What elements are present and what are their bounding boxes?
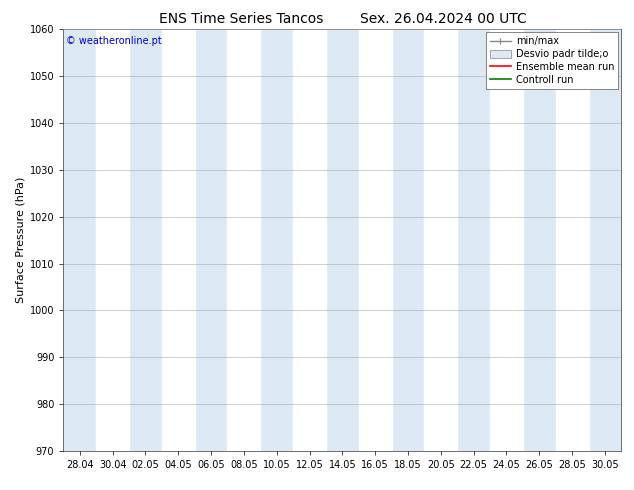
Text: ENS Time Series Tancos: ENS Time Series Tancos (158, 12, 323, 26)
Y-axis label: Surface Pressure (hPa): Surface Pressure (hPa) (16, 177, 25, 303)
Bar (228, 29, 261, 451)
Bar (359, 29, 392, 451)
Bar (555, 29, 588, 451)
Text: Sex. 26.04.2024 00 UTC: Sex. 26.04.2024 00 UTC (360, 12, 527, 26)
Bar (293, 29, 326, 451)
Bar (424, 29, 457, 451)
Text: © weatheronline.pt: © weatheronline.pt (66, 36, 162, 46)
Bar (162, 29, 195, 451)
Bar (490, 29, 523, 451)
Legend: min/max, Desvio padr tilde;o, Ensemble mean run, Controll run: min/max, Desvio padr tilde;o, Ensemble m… (486, 32, 618, 89)
Bar (96, 29, 129, 451)
